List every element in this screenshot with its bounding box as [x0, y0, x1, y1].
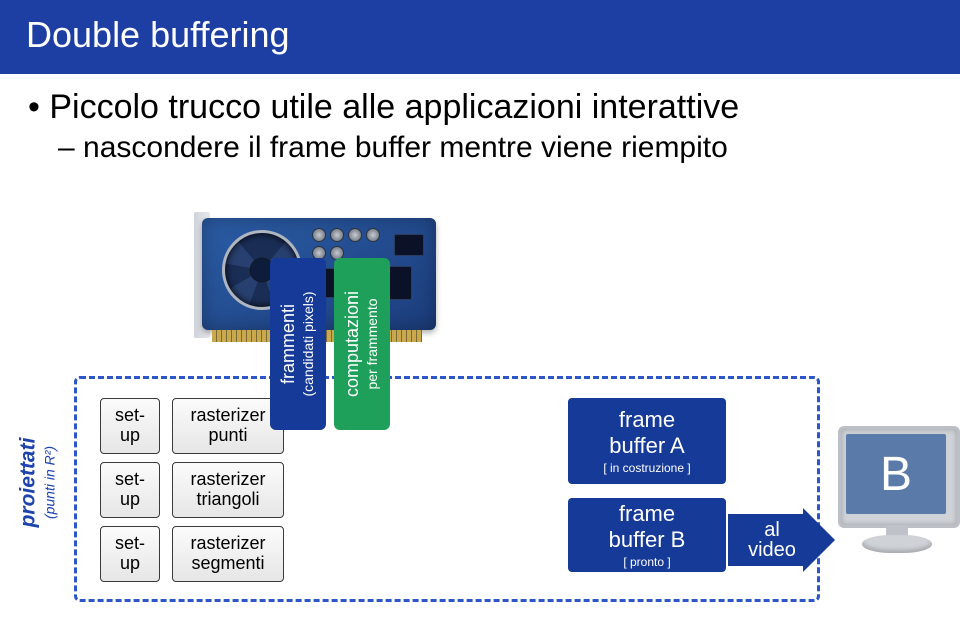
frame-buffer-b: frame buffer B [ pronto ]	[568, 498, 726, 572]
slide-title: Double buffering	[0, 0, 960, 74]
rasterizer-triangoli: rasterizer triangoli	[172, 462, 284, 518]
frame-buffer-a: frame buffer A [ in costruzione ]	[568, 398, 726, 484]
vertici-label: proiettati (punti in R²)	[12, 398, 64, 566]
bullet-level1: Piccolo trucco utile alle applicazioni i…	[28, 88, 946, 127]
vlabel-main: proiettati	[17, 437, 40, 527]
frammenti-bar: frammenti(candidati pixels)	[270, 258, 326, 430]
pipeline-diagram: proiettati (punti in R²) set- up set- up…	[8, 370, 952, 610]
vlabel-sub: (punti in R²)	[42, 445, 58, 518]
setup-box-3: set- up	[100, 526, 160, 582]
setup-box-2: set- up	[100, 462, 160, 518]
bullet-level2: nascondere il frame buffer mentre viene …	[58, 131, 946, 165]
monitor-illustration: B	[838, 426, 958, 576]
rasterizer-punti: rasterizer punti	[172, 398, 284, 454]
al-video-arrow: al video	[728, 514, 838, 566]
monitor-screen: B	[846, 434, 946, 514]
rasterizer-segmenti: rasterizer segmenti	[172, 526, 284, 582]
gpu-card-illustration	[194, 212, 458, 350]
computazioni-bar: computazioniper frammento	[334, 258, 390, 430]
setup-box-1: set- up	[100, 398, 160, 454]
bullet-list: Piccolo trucco utile alle applicazioni i…	[0, 74, 960, 179]
